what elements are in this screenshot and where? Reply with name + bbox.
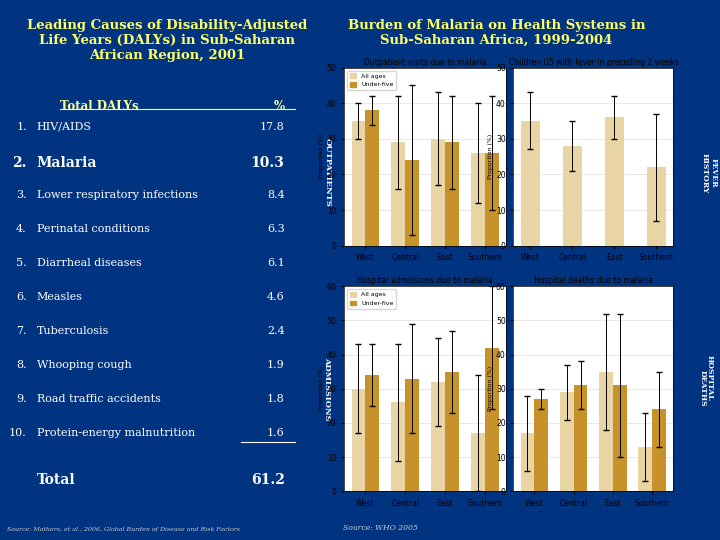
- Bar: [366, 110, 379, 246]
- Text: Burden of Malaria on Health Systems in
Sub-Saharan Africa, 1999-2004: Burden of Malaria on Health Systems in S…: [348, 19, 645, 47]
- Text: Diarrheal diseases: Diarrheal diseases: [37, 258, 142, 268]
- Bar: [471, 153, 485, 246]
- Title: Outpatient visits due to malaria: Outpatient visits due to malaria: [364, 58, 487, 67]
- Bar: [392, 402, 405, 491]
- Text: FEVER
HISTORY: FEVER HISTORY: [701, 153, 718, 193]
- Title: Hospital deaths due to malaria: Hospital deaths due to malaria: [534, 276, 653, 286]
- Text: 17.8: 17.8: [260, 122, 284, 132]
- Bar: [445, 143, 459, 246]
- Text: 4.6: 4.6: [267, 292, 284, 302]
- Bar: [560, 392, 574, 491]
- Bar: [405, 379, 419, 491]
- Text: ADMISSIONS: ADMISSIONS: [323, 357, 331, 421]
- Bar: [563, 146, 582, 246]
- Bar: [485, 348, 499, 491]
- Text: 10.3: 10.3: [251, 156, 284, 170]
- Text: Leading Causes of Disability-Adjusted
Life Years (DALYs) in Sub-Saharan
African : Leading Causes of Disability-Adjusted Li…: [27, 19, 307, 62]
- Bar: [445, 372, 459, 491]
- Text: Perinatal conditions: Perinatal conditions: [37, 224, 150, 234]
- Text: 6.3: 6.3: [267, 224, 284, 234]
- Text: 2.4: 2.4: [267, 326, 284, 336]
- Bar: [471, 433, 485, 491]
- Text: 6.: 6.: [16, 292, 27, 302]
- Y-axis label: Proportion (%): Proportion (%): [319, 134, 324, 179]
- Text: Measles: Measles: [37, 292, 83, 302]
- Legend: All ages, Under-five: All ages, Under-five: [347, 289, 396, 308]
- Text: 7.: 7.: [17, 326, 27, 336]
- Bar: [392, 143, 405, 246]
- Text: Lower respiratory infections: Lower respiratory infections: [37, 190, 198, 200]
- Bar: [599, 372, 613, 491]
- Bar: [613, 386, 626, 491]
- Text: Malaria: Malaria: [37, 156, 97, 170]
- Bar: [534, 399, 548, 491]
- Text: 5.: 5.: [16, 258, 27, 268]
- Text: 6.1: 6.1: [267, 258, 284, 268]
- Text: Tuberculosis: Tuberculosis: [37, 326, 109, 336]
- Bar: [351, 389, 366, 491]
- Text: 8.4: 8.4: [267, 190, 284, 200]
- Text: Whooping cough: Whooping cough: [37, 360, 132, 370]
- Y-axis label: Proportion (%): Proportion (%): [488, 134, 493, 179]
- Bar: [351, 121, 366, 246]
- Text: 8.: 8.: [16, 360, 27, 370]
- Text: Total DALYs: Total DALYs: [60, 100, 139, 113]
- Bar: [485, 153, 499, 246]
- Bar: [521, 121, 540, 246]
- Text: Protein-energy malnutrition: Protein-energy malnutrition: [37, 428, 195, 438]
- Y-axis label: Proportion (%): Proportion (%): [488, 366, 493, 411]
- Text: 1.6: 1.6: [267, 428, 284, 438]
- Text: Total: Total: [37, 472, 76, 487]
- Bar: [652, 409, 666, 491]
- Text: 4.: 4.: [16, 224, 27, 234]
- Text: 1.8: 1.8: [267, 394, 284, 404]
- Text: 61.2: 61.2: [251, 472, 284, 487]
- Bar: [574, 386, 588, 491]
- Text: DEATHS: DEATHS: [698, 370, 706, 407]
- Bar: [405, 160, 419, 246]
- Title: Children U5 with fever in preceding 2 weeks: Children U5 with fever in preceding 2 we…: [508, 58, 678, 67]
- Text: 1.9: 1.9: [267, 360, 284, 370]
- Text: 1.: 1.: [16, 122, 27, 132]
- Text: %: %: [274, 100, 284, 113]
- Bar: [639, 447, 652, 491]
- Bar: [431, 139, 445, 246]
- Text: 9.: 9.: [16, 394, 27, 404]
- Text: OUTPATIENTS: OUTPATIENTS: [323, 138, 331, 207]
- Text: 2.: 2.: [12, 156, 27, 170]
- Text: Source: WHO 2005: Source: WHO 2005: [343, 524, 418, 532]
- Bar: [366, 375, 379, 491]
- Text: 10.: 10.: [9, 428, 27, 438]
- Text: 3.: 3.: [16, 190, 27, 200]
- Legend: All ages, Under-five: All ages, Under-five: [347, 71, 396, 90]
- Text: HOSPITAL: HOSPITAL: [705, 355, 714, 401]
- Bar: [605, 117, 624, 246]
- Text: Source: Mathers, et al., 2006, Global Burden of Disease and Risk Factors: Source: Mathers, et al., 2006, Global Bu…: [6, 527, 240, 532]
- Bar: [431, 382, 445, 491]
- Title: Hospital admissions due to malaria: Hospital admissions due to malaria: [357, 276, 493, 286]
- Bar: [521, 433, 534, 491]
- Text: HIV/AIDS: HIV/AIDS: [37, 122, 92, 132]
- Bar: [647, 167, 666, 246]
- Text: Road traffic accidents: Road traffic accidents: [37, 394, 161, 404]
- Y-axis label: Proportion (%): Proportion (%): [319, 366, 324, 411]
